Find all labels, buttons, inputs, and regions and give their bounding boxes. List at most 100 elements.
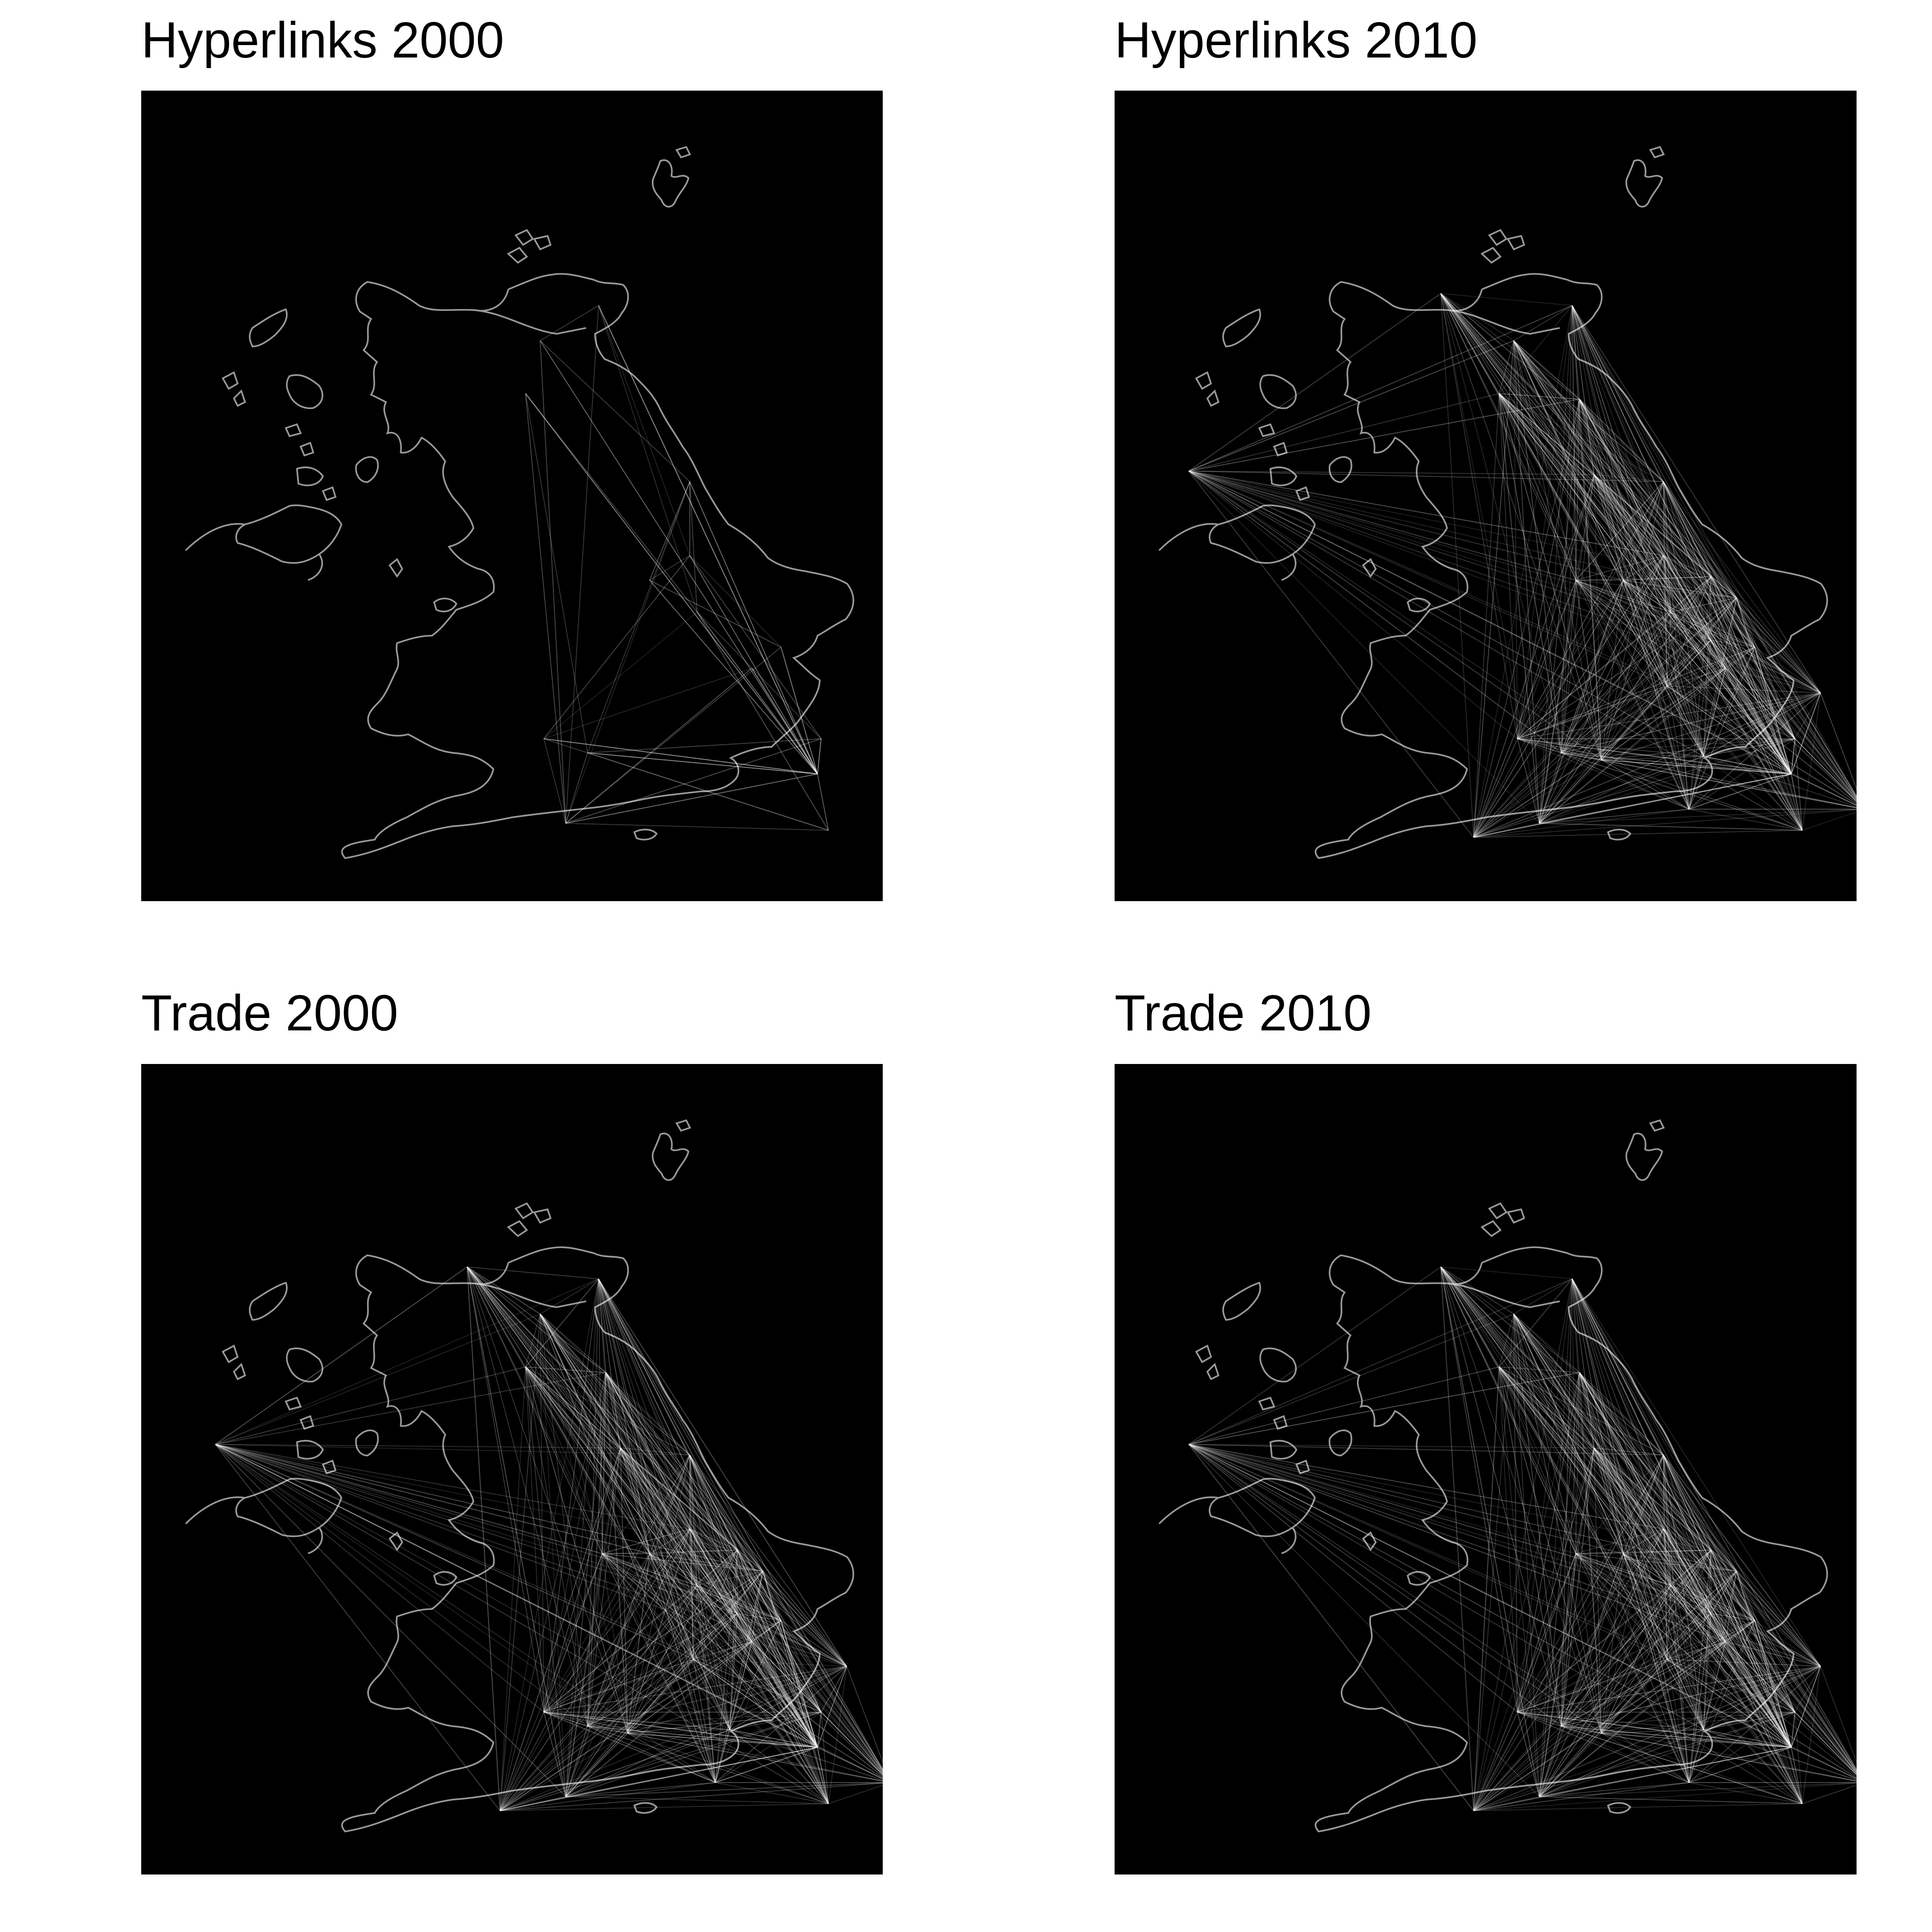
- network-link: [602, 1553, 818, 1748]
- network-link: [1499, 393, 1795, 739]
- network-link: [1663, 1529, 1671, 1586]
- network-link: [598, 305, 690, 556]
- network-link: [730, 1729, 883, 1781]
- network-link: [215, 1444, 818, 1748]
- network-link: [525, 1366, 822, 1713]
- coastline-path: [1362, 558, 1377, 578]
- network-link: [1667, 1659, 1704, 1730]
- network-link: [1579, 399, 1737, 598]
- network-link: [1513, 340, 1704, 757]
- network-link: [1561, 1448, 1595, 1726]
- network-link: [1517, 597, 1737, 739]
- network-link: [1539, 1712, 1795, 1797]
- network-link: [1711, 639, 1755, 648]
- network-link: [1791, 738, 1795, 774]
- network-link: [1667, 1659, 1803, 1804]
- network-link: [1571, 305, 1576, 581]
- network-link: [1791, 693, 1821, 774]
- network-link: [627, 1733, 883, 1782]
- network-link: [1440, 1266, 1704, 1730]
- coastline-path: [1259, 374, 1297, 409]
- network-link: [1517, 580, 1624, 739]
- network-link: [1188, 471, 1474, 838]
- coastline-path: [341, 273, 854, 859]
- network-link: [1473, 1733, 1602, 1811]
- network-link: [1689, 738, 1795, 810]
- network-link: [1539, 773, 1792, 824]
- network-link: [540, 1314, 606, 1373]
- network-link: [1579, 399, 1792, 774]
- network-link: [1576, 580, 1857, 804]
- network-link: [1576, 1553, 1755, 1621]
- network-link: [1579, 1372, 1792, 1748]
- network-link: [525, 1366, 847, 1667]
- network-link: [1440, 1266, 1712, 1614]
- network-link: [1572, 305, 1755, 648]
- network-link: [466, 1266, 716, 1783]
- network-link: [1473, 639, 1712, 838]
- network-link: [751, 668, 818, 774]
- network-link: [1710, 1613, 1857, 1775]
- network-link: [620, 1448, 738, 1614]
- network-link: [525, 1367, 588, 1726]
- network-link: [1579, 1372, 1668, 1660]
- network-link: [525, 1367, 628, 1734]
- network-link: [1663, 1455, 1755, 1621]
- network-link: [1623, 580, 1704, 757]
- network-link: [525, 393, 818, 775]
- network-link: [602, 1553, 697, 1586]
- network-link: [1663, 1455, 1857, 1771]
- network-link: [1576, 580, 1671, 613]
- network-link: [1754, 1620, 1803, 1804]
- coastline-path: [1506, 235, 1525, 251]
- network-link: [540, 1314, 829, 1804]
- network-link: [729, 1641, 753, 1730]
- network-link: [1513, 340, 1671, 612]
- network-link: [1499, 393, 1704, 757]
- network-link: [215, 1444, 566, 1797]
- network-link: [1440, 1266, 1792, 1748]
- network-link: [1517, 1712, 1602, 1734]
- network-link: [1539, 1529, 1664, 1797]
- network-link: [715, 1730, 730, 1783]
- network-link: [649, 1553, 822, 1713]
- network-link: [1710, 576, 1792, 774]
- network-link: [1440, 293, 1690, 810]
- network-link: [1572, 1278, 1795, 1713]
- network-link: [1623, 1549, 1711, 1554]
- network-link: [817, 1747, 829, 1804]
- network-link: [1440, 1266, 1664, 1530]
- network-link: [1670, 1585, 1857, 1776]
- network-link: [598, 1278, 621, 1448]
- network-link: [1663, 481, 1737, 598]
- network-link: [565, 1613, 738, 1797]
- network-link: [1601, 576, 1712, 760]
- network-link: [1670, 576, 1712, 612]
- coastline-path: [651, 1133, 690, 1181]
- network-link: [1188, 471, 1540, 824]
- network-link: [1663, 555, 1857, 800]
- network-link: [1571, 1278, 1668, 1660]
- network-links: [1188, 1266, 1857, 1811]
- network-link: [1601, 580, 1624, 760]
- network-link: [1576, 1553, 1711, 1614]
- network-link: [627, 1659, 694, 1734]
- network-link: [1572, 305, 1821, 693]
- network-link: [1703, 640, 1712, 757]
- network-link: [649, 1455, 690, 1554]
- network-link: [1670, 1570, 1737, 1586]
- network-link: [649, 1553, 818, 1748]
- network-link: [1499, 393, 1690, 810]
- coastline-path: [299, 1415, 315, 1430]
- network-link: [1539, 598, 1737, 824]
- network-link: [1663, 1455, 1704, 1730]
- network-link: [598, 1278, 782, 1621]
- network-link: [1188, 471, 1562, 753]
- network-link: [605, 1372, 690, 1530]
- network-link: [1473, 555, 1664, 838]
- network-link: [715, 1712, 822, 1783]
- network-link: [1499, 1367, 1704, 1730]
- network-link: [466, 1266, 588, 1726]
- network-link: [1513, 340, 1690, 810]
- network-link: [1623, 1553, 1711, 1614]
